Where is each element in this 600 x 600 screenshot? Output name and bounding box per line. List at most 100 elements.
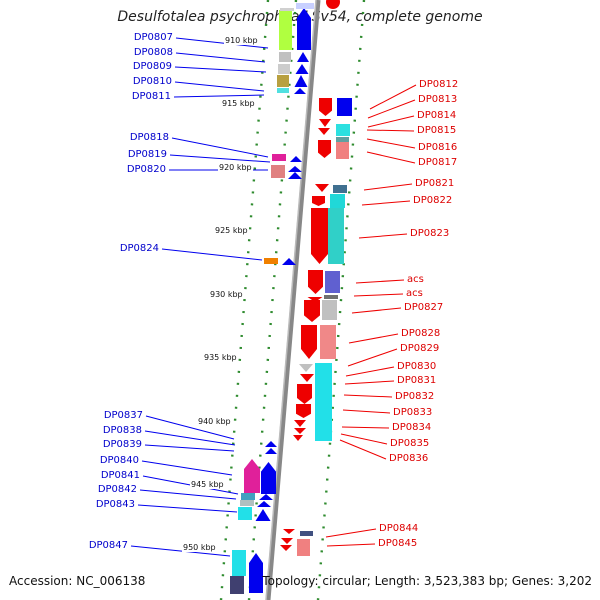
label-leader-right-18 — [341, 426, 390, 429]
genome-backbone-highlight — [265, 0, 317, 600]
gene-label-dp0842: DP0842 — [97, 484, 137, 495]
gene-box-dp0841 — [241, 493, 255, 500]
genome-backbone — [265, 0, 321, 600]
gene-arrow-dp0840 — [261, 462, 276, 494]
gene-label-dp0814: DP0814 — [417, 110, 457, 121]
gene-arrow-dp0845-a — [281, 538, 293, 544]
gene-arrow-dp0829 — [299, 364, 313, 372]
label-leader-left-6 — [169, 154, 271, 163]
gene-box-dp0808 — [279, 52, 291, 62]
gene-box-dp0847-b — [230, 576, 244, 594]
label-leader-left-2 — [174, 66, 267, 73]
gene-label-dp0824: DP0824 — [119, 243, 159, 254]
label-leader-right-4 — [366, 138, 416, 149]
gene-label-dp0812: DP0812 — [419, 79, 459, 90]
gene-label-dp0827: DP0827 — [404, 302, 444, 313]
gene-arrow-dp0841 — [259, 494, 273, 500]
gene-box-dp0812 — [337, 98, 352, 116]
gene-box-dp0824 — [264, 258, 278, 264]
gene-label-dp0839: DP0839 — [102, 439, 142, 450]
gene-box-dp0840 — [244, 459, 260, 493]
gene-arrow-dp0838 — [265, 448, 277, 454]
label-leader-right-21 — [325, 528, 377, 538]
gene-label-dp0813: DP0813 — [418, 94, 458, 105]
kbp-tick-label: 940 kbp — [197, 417, 232, 426]
gene-label-dp0819: DP0819 — [127, 149, 167, 160]
gene-box-dp0843 — [238, 507, 252, 520]
label-leader-right-22 — [326, 543, 376, 547]
gene-label-dp0847: DP0847 — [88, 540, 128, 551]
gene-label-dp0832: DP0832 — [395, 391, 435, 402]
gene-box-dp0818 — [272, 154, 286, 161]
gene-arrow-dp0834 — [294, 428, 306, 434]
label-leader-right-10 — [353, 293, 404, 297]
gene-box-acs-2 — [324, 295, 338, 299]
label-leader-right-9 — [355, 279, 405, 284]
gene-arrow-dp0833 — [294, 420, 306, 427]
label-leader-right-12 — [348, 333, 399, 344]
label-leader-right-19 — [340, 433, 388, 445]
gene-arrow-dp0844 — [283, 529, 295, 534]
gene-arrow-dp0828 — [301, 325, 317, 359]
gene-label-dp0808: DP0808 — [133, 47, 173, 58]
gene-arrow-dp0822 — [312, 196, 325, 206]
gene-label-dp0829: DP0829 — [400, 343, 440, 354]
gene-box-dp0811 — [277, 88, 289, 93]
gene-arrow-dp0820 — [288, 172, 302, 179]
kbp-tick-label: 945 kbp — [190, 480, 225, 489]
gene-arrow-dp0808 — [297, 52, 309, 62]
gene-label-dp0843: DP0843 — [95, 499, 135, 510]
gene-label-dp0810: DP0810 — [132, 76, 172, 87]
gene-label-dp0828: DP0828 — [401, 328, 441, 339]
gene-box-dp0823 — [328, 208, 344, 264]
label-leader-left-1 — [175, 52, 266, 63]
tick-track-right — [316, 0, 366, 600]
gene-arrow-dp0810 — [294, 75, 308, 87]
gene-arrow-dp0842 — [257, 501, 271, 507]
label-leader-left-3 — [174, 81, 265, 92]
gene-label-dp0821: DP0821 — [415, 178, 455, 189]
label-leader-right-16 — [343, 394, 393, 398]
gene-arrow-dp0821 — [315, 184, 329, 192]
label-leader-right-6 — [363, 183, 413, 191]
label-leader-right-8 — [358, 233, 408, 239]
label-leader-left-10 — [144, 430, 236, 446]
gene-box-dp0817 — [336, 142, 349, 159]
gene-label-dp0845: DP0845 — [378, 538, 418, 549]
label-leader-left-8 — [161, 248, 263, 261]
tick-track-mid — [247, 0, 298, 600]
gene-label-dp0830: DP0830 — [397, 361, 437, 372]
gene-label-dp0833: DP0833 — [393, 407, 433, 418]
label-leader-right-5 — [366, 151, 416, 164]
kbp-tick-label: 910 kbp — [224, 36, 259, 45]
gene-arrow-top-red — [326, 0, 340, 9]
label-leader-right-0 — [369, 84, 417, 110]
gene-arrow-acs-1 — [308, 270, 323, 294]
gene-arrow-dp0831 — [297, 384, 312, 404]
gene-arrow-dp0824 — [282, 258, 296, 265]
label-leader-right-20 — [339, 439, 387, 460]
label-leader-right-13 — [347, 348, 398, 367]
gene-box-dp0814 — [336, 124, 350, 136]
gene-box-dp0815 — [336, 137, 349, 142]
gene-arrow-dp0809 — [295, 64, 309, 74]
kbp-tick-label: 950 kbp — [182, 543, 217, 552]
gene-arrow-dp0845-b — [280, 545, 292, 551]
gene-label-dp0807: DP0807 — [133, 32, 173, 43]
kbp-tick-label: 935 kbp — [203, 353, 238, 362]
gene-box-dp0842 — [240, 500, 254, 506]
label-leader-left-11 — [144, 444, 235, 452]
gene-label-dp0841: DP0841 — [100, 470, 140, 481]
gene-arrow-dp0843 — [255, 509, 271, 521]
label-leader-left-9 — [145, 415, 235, 440]
genome-summary-text: Topology: circular; Length: 3,523,383 bp… — [262, 574, 592, 588]
gene-box-top-2 — [296, 3, 314, 9]
gene-arrow-dp0827 — [304, 300, 320, 322]
gene-box-top — [280, 8, 294, 11]
gene-label-dp0838: DP0838 — [102, 425, 142, 436]
gene-arrow-dp0819 — [288, 166, 302, 172]
gene-label-dp0835: DP0835 — [390, 438, 430, 449]
label-leader-left-15 — [137, 504, 238, 513]
